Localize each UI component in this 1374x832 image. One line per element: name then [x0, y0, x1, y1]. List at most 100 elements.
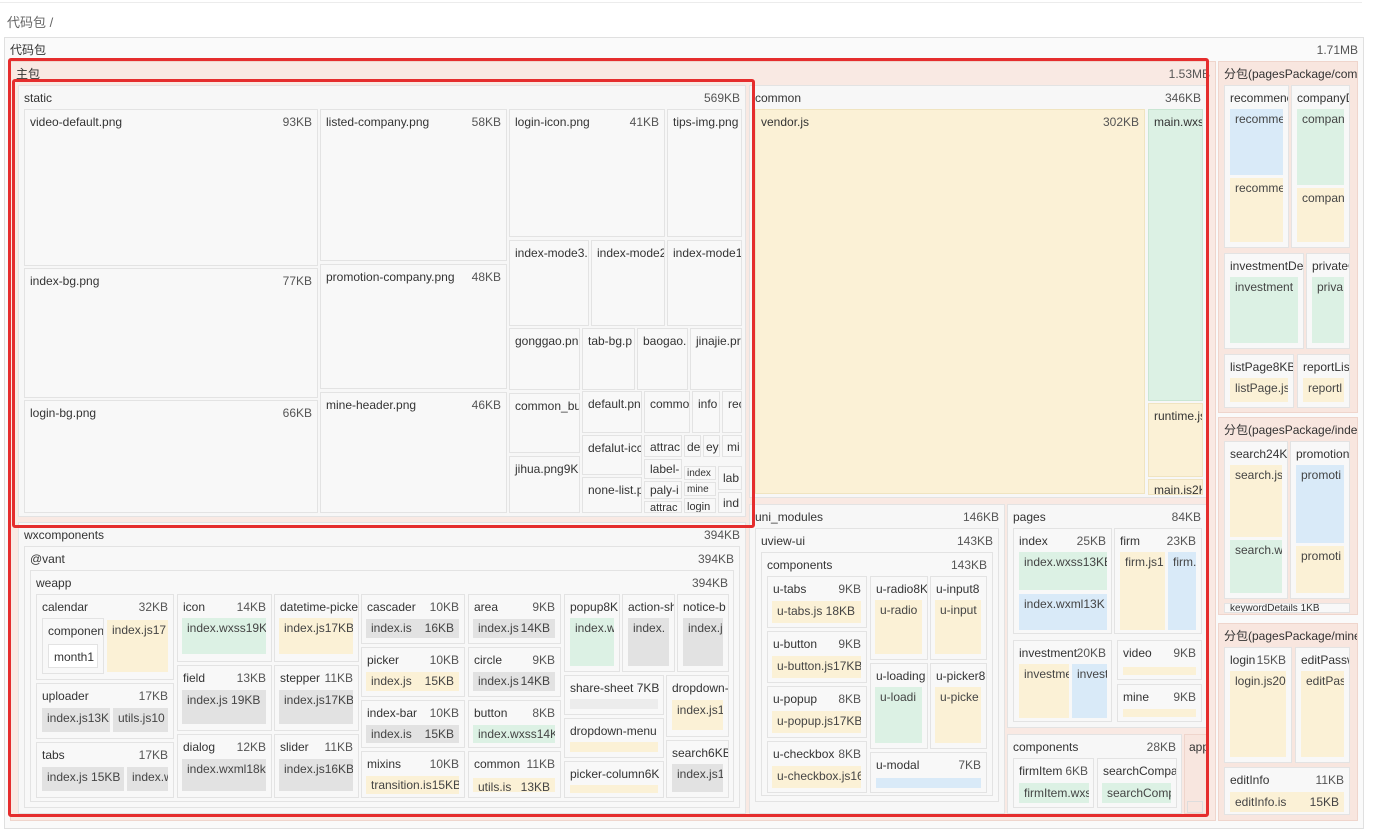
uploader-utils-js[interactable]: utils.js10 — [113, 708, 168, 732]
editinfo-js[interactable]: editInfo.is 15KB — [1230, 792, 1344, 812]
search-js[interactable]: search.js — [1230, 465, 1282, 537]
file-paly[interactable]: paly-i — [644, 481, 682, 499]
file-baogao[interactable]: baogao. — [637, 328, 688, 390]
file-listed-company[interactable]: listed-company.png 58KB — [320, 109, 507, 261]
file-info[interactable]: info — [692, 391, 720, 433]
file-main-js[interactable]: main.js2K — [1148, 479, 1203, 495]
file-defalut-icc[interactable]: defalut-icc — [582, 435, 642, 475]
recommend-wxml[interactable]: recomme — [1230, 178, 1283, 242]
login-js[interactable]: login.js20 — [1230, 671, 1286, 757]
tabs-index-wxml[interactable]: index.w — [127, 767, 168, 791]
picker-index-js[interactable]: index.js 15KB — [366, 672, 459, 691]
file-video-default[interactable]: video-default.png 93KB — [24, 109, 318, 266]
pages-investment-js[interactable]: investme — [1019, 664, 1069, 718]
companyd-js[interactable]: compan — [1297, 188, 1344, 242]
icon-index-wxss[interactable]: index.wxss19K — [182, 618, 266, 654]
calendar-month-folder[interactable]: month1 — [48, 644, 98, 668]
file-common-bu[interactable]: common_bu — [509, 393, 580, 453]
app-files[interactable]: app — [1184, 734, 1207, 814]
action-sheet-index[interactable]: index. — [628, 618, 669, 666]
pages-index-wxss[interactable]: index.wxss13KB — [1019, 552, 1107, 590]
file-ind[interactable]: ind — [718, 492, 742, 513]
u-modal-folder[interactable]: u-modal 7KB — [870, 752, 987, 793]
reportlist-js[interactable]: reportl — [1303, 378, 1344, 402]
index-bar-index-js[interactable]: index.is 15KB — [366, 725, 459, 743]
stepper-index-js[interactable]: index.js17KB — [279, 690, 353, 724]
file-jinajie[interactable]: jinajie.pr — [690, 328, 742, 390]
u-picker-js[interactable]: u-picke — [935, 687, 981, 743]
file-attrac[interactable]: attrac — [644, 435, 682, 457]
file-index-mode1[interactable]: index-mode1 — [667, 240, 742, 326]
file-runtime-js[interactable]: runtime.js — [1148, 403, 1203, 477]
recommend-js[interactable]: recomme — [1230, 109, 1283, 175]
pages-firm-wxss[interactable]: firm. — [1168, 552, 1196, 630]
file-de[interactable]: de — [684, 435, 701, 457]
file-vendor-js[interactable]: vendor.js 302KB — [755, 109, 1145, 494]
u-button-js[interactable]: u-button.js17KB — [772, 656, 861, 678]
firmitem-wxss[interactable]: firmItem.wxs — [1019, 783, 1089, 803]
file-login-bg[interactable]: login-bg.png 66KB — [24, 400, 318, 513]
share-sheet-folder[interactable]: share-sheet 7KB — [564, 675, 664, 715]
u-checkbox-js[interactable]: u-checkbox.js16 — [772, 766, 861, 788]
u-tabs-js[interactable]: u-tabs.js 18KB — [772, 601, 861, 623]
dropdown-item-index[interactable]: index.js1 — [672, 700, 723, 730]
circle-index-js[interactable]: index.js 14KB — [473, 672, 555, 691]
editpassword-js[interactable]: editPas — [1301, 671, 1344, 757]
u-input-js[interactable]: u-input — [935, 600, 981, 654]
file-index-bg[interactable]: index-bg.png 77KB — [24, 268, 318, 398]
file-rec[interactable]: rec — [722, 391, 742, 433]
file-mine-small[interactable]: mine — [684, 482, 716, 496]
file-login-small[interactable]: login — [684, 498, 716, 513]
field-index-js[interactable]: index.js 19KB — [182, 690, 266, 724]
promotion-js[interactable]: promoti — [1296, 546, 1344, 593]
pages-firm-js[interactable]: firm.js1 — [1120, 552, 1165, 630]
cascader-index-js[interactable]: index.is 16KB — [366, 619, 459, 638]
popup-index-wxss[interactable]: index.w — [570, 618, 614, 666]
companyd-wxss[interactable]: compan — [1297, 109, 1344, 185]
file-gonggao[interactable]: gonggao.pn — [509, 328, 580, 390]
file-login-icon[interactable]: login-icon.png 41KB — [509, 109, 665, 237]
u-radio-js[interactable]: u-radio — [875, 600, 922, 654]
file-jihua[interactable]: jihua.png9K — [509, 456, 580, 513]
private-wxss[interactable]: priva — [1312, 277, 1344, 343]
file-attrac-2[interactable]: attrac — [644, 501, 682, 513]
searchcompany-wxss[interactable]: searchComp — [1102, 783, 1171, 803]
file-main-wxss[interactable]: main.wxs — [1148, 109, 1203, 401]
file-label[interactable]: label- — [644, 459, 682, 479]
pages-index-wxml[interactable]: index.wxml13K — [1019, 594, 1107, 630]
area-index-js[interactable]: index.js 14KB — [473, 619, 555, 638]
file-none-list[interactable]: none-list.p — [582, 477, 642, 513]
breadcrumb[interactable]: 代码包 / — [7, 15, 54, 30]
file-mi[interactable]: mi — [722, 435, 742, 457]
pages-investment-wxml[interactable]: invest — [1072, 664, 1107, 718]
search-wx-index[interactable]: index.js1 — [672, 764, 723, 792]
file-index-small[interactable]: index — [684, 466, 716, 480]
file-tips-img[interactable]: tips-img.png — [667, 109, 742, 237]
dropdown-menu-folder[interactable]: dropdown-menu — [564, 718, 664, 758]
tabs-index-js[interactable]: index.js 15KB — [42, 767, 124, 791]
dialog-index-wxml[interactable]: index.wxml18k — [182, 759, 266, 791]
mixins-transition-js[interactable]: transition.is15KB — [366, 776, 459, 794]
pages-video-folder[interactable]: video 9KB — [1117, 640, 1202, 680]
picker-column-folder[interactable]: picker-column6K — [564, 761, 664, 798]
file-commo[interactable]: commo — [644, 391, 690, 433]
slider-index-js[interactable]: index.js16KB — [279, 759, 353, 791]
file-mine-header[interactable]: mine-header.png 46KB — [320, 392, 507, 513]
pages-mine-folder[interactable]: mine 9KB — [1117, 684, 1202, 722]
search-wxss[interactable]: search.w — [1230, 540, 1282, 593]
notice-bar-index[interactable]: index.j — [683, 618, 723, 666]
investmentde-wxss[interactable]: investment — [1230, 277, 1298, 343]
u-loading-js[interactable]: u-loadi — [875, 687, 922, 743]
file-default[interactable]: default.pn — [582, 391, 642, 433]
file-tab-bg[interactable]: tab-bg.p — [582, 328, 635, 390]
listpage-js[interactable]: listPage.js — [1230, 378, 1288, 402]
uploader-index-js[interactable]: index.js13KB — [42, 708, 110, 732]
file-index-mode3[interactable]: index-mode3. — [509, 240, 589, 326]
calendar-index-js[interactable]: index.js17 — [107, 620, 168, 672]
datetime-picker-index-js[interactable]: index.js17KB — [279, 618, 353, 654]
button-index-wxss[interactable]: index.wxss14K — [473, 725, 555, 743]
file-ey[interactable]: ey — [703, 435, 720, 457]
file-promotion-company[interactable]: promotion-company.png 48KB — [320, 264, 507, 389]
file-index-mode2[interactable]: index-mode2 — [591, 240, 665, 326]
file-lab[interactable]: lab — [718, 466, 742, 490]
